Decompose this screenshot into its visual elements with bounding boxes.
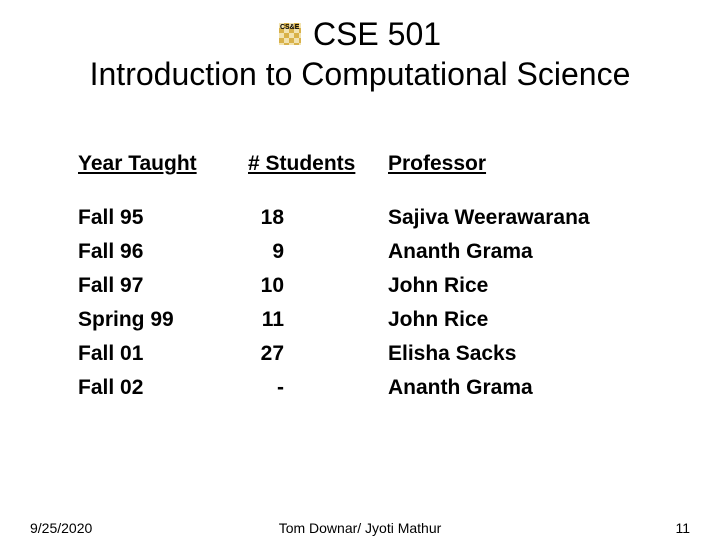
footer-authors: Tom Downar/ Jyoti Mathur	[0, 520, 720, 536]
table-row: Fall 01	[78, 342, 248, 376]
table-row: 9	[248, 240, 388, 274]
cell-value: 18	[256, 206, 284, 230]
table-row: Fall 97	[78, 274, 248, 308]
cell-value: 11	[256, 308, 284, 332]
course-name: Introduction to Computational Science	[0, 54, 720, 94]
logo-text: CS&E	[280, 24, 299, 31]
column-students: # Students 18 9 10 11 27 -	[248, 152, 388, 410]
table-row: Fall 96	[78, 240, 248, 274]
table-row: -	[248, 376, 388, 410]
slide-title: CS&E CSE 501 Introduction to Computation…	[0, 0, 720, 94]
table-row: Ananth Grama	[388, 240, 688, 274]
cell-value: 27	[256, 342, 284, 366]
table-row: Elisha Sacks	[388, 342, 688, 376]
table-row: Ananth Grama	[388, 376, 688, 410]
column-professor: Professor Sajiva Weerawarana Ananth Gram…	[388, 152, 688, 410]
cse-logo-icon: CS&E	[279, 23, 301, 45]
header-students: # Students	[248, 152, 388, 178]
footer-page-number: 11	[675, 520, 690, 536]
table-row: John Rice	[388, 308, 688, 342]
column-year: Year Taught Fall 95 Fall 96 Fall 97 Spri…	[78, 152, 248, 410]
course-code: CSE 501	[313, 14, 441, 54]
table-row: 27	[248, 342, 388, 376]
table-row: John Rice	[388, 274, 688, 308]
title-line-1: CS&E CSE 501	[279, 14, 441, 54]
table-row: Fall 95	[78, 206, 248, 240]
table-row: Spring 99	[78, 308, 248, 342]
table-row: 11	[248, 308, 388, 342]
table-row: 10	[248, 274, 388, 308]
header-year: Year Taught	[78, 152, 248, 178]
header-professor: Professor	[388, 152, 688, 178]
table-row: Fall 02	[78, 376, 248, 410]
table-row: 18	[248, 206, 388, 240]
slide: CS&E CSE 501 Introduction to Computation…	[0, 0, 720, 540]
cell-value: 9	[256, 240, 284, 264]
cell-value: 10	[256, 274, 284, 298]
cell-value: -	[256, 376, 284, 400]
table-row: Sajiva Weerawarana	[388, 206, 688, 240]
